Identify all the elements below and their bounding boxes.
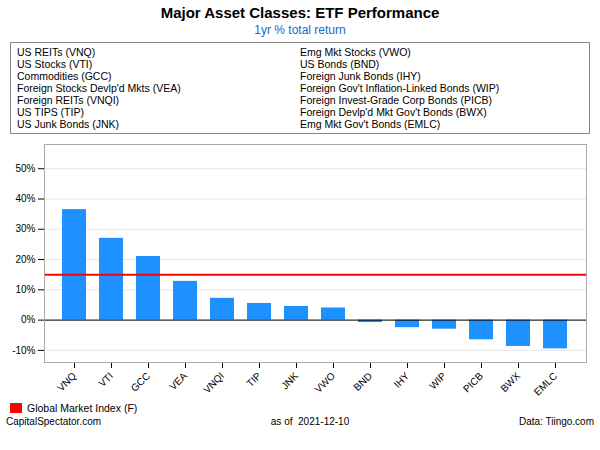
html-text:Emg Mkt Stocks (VWO): Emg Mkt Stocks (VWO) [300, 46, 411, 58]
svg-text:30%: 30% [15, 223, 35, 234]
svg-text:VTI: VTI [96, 370, 115, 389]
svg-text:-10%: -10% [12, 345, 35, 356]
svg-text:50%: 50% [15, 163, 35, 174]
html-text:Commodities (GCC): Commodities (GCC) [17, 70, 112, 82]
html-text:Foreign Invest-Grade Corp Bond: Foreign Invest-Grade Corp Bonds (PICB) [300, 94, 492, 106]
html-text:Foreign REITs (VNQI): Foreign REITs (VNQI) [17, 94, 120, 106]
svg-text:10%: 10% [15, 284, 35, 295]
html-text:Foreign Stocks Devlp'd Mkts (V: Foreign Stocks Devlp'd Mkts (VEA) [17, 82, 181, 94]
html-text:US Stocks (VTI): US Stocks (VTI) [17, 58, 93, 70]
svg-text:VNQI: VNQI [201, 370, 226, 395]
html-text:Foreign Junk Bonds (IHY): Foreign Junk Bonds (IHY) [300, 70, 421, 82]
html-text:Foreign Devlp'd Mkt Gov't Bond: Foreign Devlp'd Mkt Gov't Bonds (BWX) [300, 106, 487, 118]
svg-text:VNQ: VNQ [55, 370, 78, 393]
html-text:as of 2021-12-10: as of 2021-12-10 [270, 416, 350, 427]
html-text:1yr % total return: 1yr % total return [254, 23, 346, 37]
svg-text:IHY: IHY [392, 370, 412, 390]
svg-text:BND: BND [351, 370, 374, 393]
svg-text:VEA: VEA [167, 370, 189, 392]
svg-text:VWO: VWO [313, 370, 338, 395]
html-text:US Junk Bonds (JNK): US Junk Bonds (JNK) [17, 118, 120, 130]
svg-text:0%: 0% [21, 314, 36, 325]
svg-text:GCC: GCC [129, 370, 153, 394]
html-text:US TIPS (TIP): US TIPS (TIP) [17, 106, 84, 118]
html-text:CapitalSpectator.com: CapitalSpectator.com [6, 416, 102, 427]
svg-text:BWX: BWX [498, 370, 522, 394]
html-text:Emg Mkt Gov't Bonds (EMLC): Emg Mkt Gov't Bonds (EMLC) [300, 118, 441, 130]
html-text:Data: Tiingo.com: Data: Tiingo.com [519, 416, 594, 427]
svg-text:WIP: WIP [427, 370, 448, 391]
svg-text:JNK: JNK [279, 370, 300, 391]
html-text:US Bonds (BND): US Bonds (BND) [300, 58, 380, 70]
svg-text:TIP: TIP [244, 370, 263, 389]
svg-text:40%: 40% [15, 193, 35, 204]
svg-text:PICB: PICB [461, 370, 486, 395]
svg-text:20%: 20% [15, 254, 35, 265]
html-text:Global Market Index (F): Global Market Index (F) [27, 402, 138, 414]
html-text:Major Asset Classes: ETF Perfo: Major Asset Classes: ETF Performance [160, 4, 440, 21]
html-text:US REITs (VNQ): US REITs (VNQ) [17, 46, 96, 58]
html-text:Foreign Gov't Inflation-Linked: Foreign Gov't Inflation-Linked Bonds (WI… [300, 82, 500, 94]
svg-text:EMLC: EMLC [532, 370, 559, 397]
